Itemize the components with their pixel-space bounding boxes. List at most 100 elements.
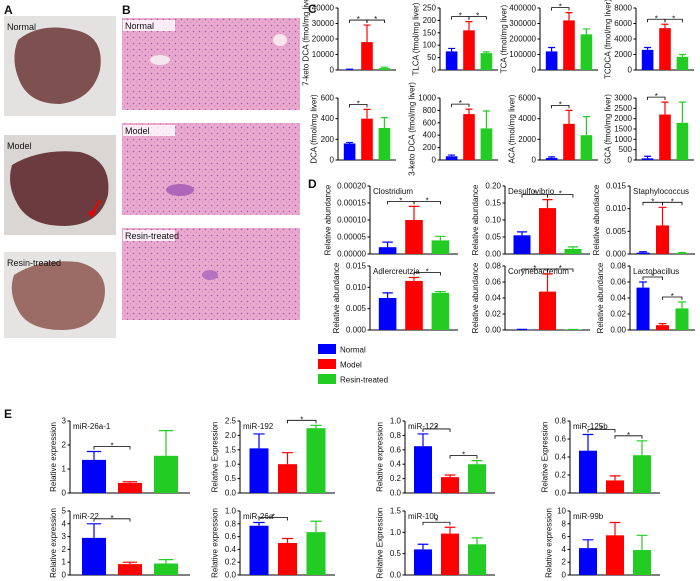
- y-tick-label: 200: [423, 16, 437, 25]
- error-bar: [310, 520, 322, 533]
- histology-label: Resin-treated: [125, 231, 179, 241]
- photo-label: Normal: [7, 22, 36, 32]
- y-tick-label: 0.4: [555, 453, 567, 462]
- error-bar: [408, 205, 420, 220]
- bar: [82, 537, 106, 575]
- bar: [118, 482, 142, 493]
- y-tick-label: 4: [62, 519, 67, 528]
- bar: [676, 56, 689, 70]
- significance-bracket: [551, 105, 570, 109]
- bar: [580, 135, 593, 160]
- error-bar: [346, 141, 354, 144]
- y-tick-label: 0.02: [485, 310, 501, 319]
- significance-bracket: [647, 96, 666, 101]
- y-axis-label: Relative expression: [49, 422, 58, 492]
- y-tick-label: 100: [423, 41, 437, 50]
- error-bar: [158, 430, 174, 456]
- bar: [675, 308, 689, 330]
- bar-chart: 0 1 2 3 Relative expression miR-26a-1 *: [49, 417, 190, 498]
- significance-bracket: [413, 272, 441, 276]
- error-bar: [678, 101, 686, 123]
- y-axis-label: Relative abundance: [592, 184, 601, 255]
- error-bar: [380, 66, 388, 69]
- error-bar: [448, 154, 456, 157]
- y-tick-label: 0.0: [390, 489, 402, 498]
- y-tick-label: 2: [62, 545, 67, 554]
- bar: [539, 208, 556, 254]
- y-tick-label: 1.5: [390, 507, 402, 516]
- bar: [633, 550, 651, 575]
- chart-title: miR-122: [408, 422, 439, 431]
- bar: [445, 51, 458, 70]
- y-tick-label: 0: [62, 571, 67, 580]
- error-bar: [482, 110, 490, 129]
- error-bar: [382, 241, 393, 248]
- y-tick-label: 0.08: [610, 262, 626, 271]
- y-tick-label: 0.5: [225, 474, 237, 483]
- error-bar: [678, 53, 686, 57]
- y-axis-label: 3-keto DCA (fmol/mg liver): [407, 82, 416, 176]
- y-axis-label: Relative Expression: [540, 422, 549, 493]
- y-axis-label: Relative expression: [375, 422, 384, 492]
- bar: [545, 157, 558, 160]
- error-bar: [86, 523, 102, 538]
- significance-star: *: [559, 264, 562, 273]
- bar: [343, 143, 356, 160]
- significance-star: *: [435, 517, 438, 526]
- error-bar: [465, 21, 473, 31]
- y-tick-label: 0.00015: [337, 199, 366, 208]
- bar: [154, 455, 178, 493]
- bar: [580, 34, 593, 70]
- error-bar: [253, 521, 265, 526]
- significance-star: *: [655, 14, 658, 23]
- significance-star: *: [426, 268, 429, 277]
- y-tick-label: 500: [619, 145, 633, 154]
- chart-title: miR-125b: [573, 422, 608, 431]
- significance-star: *: [671, 292, 674, 301]
- bar: [641, 49, 654, 70]
- error-bar: [281, 452, 294, 465]
- bar: [606, 535, 624, 575]
- significance-bracket: [422, 521, 451, 526]
- y-tick-label: 30000: [312, 19, 335, 28]
- y-axis-label: Relative expression: [49, 508, 58, 578]
- bar: [405, 220, 423, 254]
- y-tick-label: 0: [532, 156, 537, 165]
- bar: [414, 446, 432, 493]
- error-bar: [380, 117, 388, 128]
- y-tick-label: 100000: [509, 50, 536, 59]
- y-tick-label: 0.0: [225, 571, 237, 580]
- bar: [659, 28, 671, 70]
- significance-star: *: [426, 196, 429, 205]
- liver: [10, 151, 109, 226]
- significance-bracket: [614, 435, 643, 439]
- bar-chart: 0.0 0.5 1.0 1.5 Relative Expression miR-10b*: [375, 507, 495, 580]
- legend-label: Model: [340, 361, 362, 370]
- bar-chart: 0.00 0.02 0.04 0.06 0.08 Relative abundance La…: [596, 262, 695, 335]
- infiltrate: [166, 184, 194, 196]
- significance-star: *: [655, 92, 658, 101]
- label-bg: [123, 125, 175, 136]
- y-tick-label: 0.00: [485, 326, 501, 335]
- significance-star: *: [533, 190, 536, 199]
- chart-title: miR-192: [243, 422, 274, 431]
- bar: [539, 291, 556, 330]
- chart-title: Clostridium: [373, 187, 413, 196]
- error-bar: [567, 246, 579, 249]
- significance-star: *: [399, 196, 402, 205]
- bar: [378, 68, 391, 70]
- y-tick-label: 0: [432, 66, 437, 75]
- significance-star: *: [559, 190, 562, 199]
- significance-bracket: [287, 419, 317, 424]
- significance-star: *: [600, 425, 603, 434]
- bar: [463, 30, 475, 70]
- y-tick-label: 0.2: [555, 471, 567, 480]
- y-tick-label: 600: [321, 94, 335, 103]
- y-tick-label: 0.8: [555, 417, 567, 426]
- error-bar: [658, 206, 667, 226]
- error-bar: [435, 291, 446, 293]
- y-tick-label: 0.00000: [337, 250, 366, 259]
- y-axis-label: Relative expression: [210, 508, 219, 578]
- bar-chart: 0.00 0.05 0.10 0.15 0.20 Relative abundance De…: [471, 182, 590, 259]
- y-tick-label: 1000: [614, 135, 632, 144]
